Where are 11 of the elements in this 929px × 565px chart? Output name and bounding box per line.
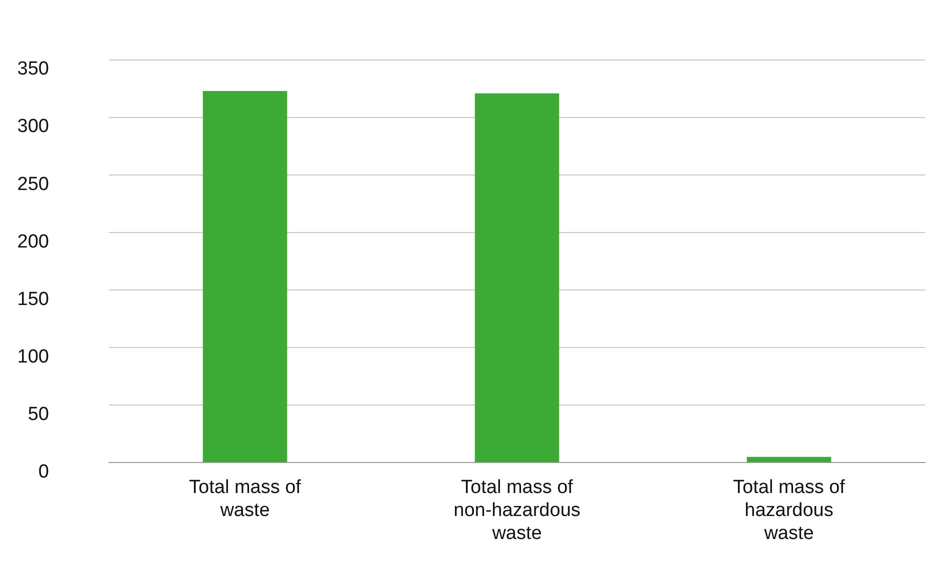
y-tick-label: 300 [17,116,49,138]
y-tick-label: 100 [17,346,49,368]
y-tick-label: 50 [28,404,49,425]
y-tick-label: 0 [38,461,49,482]
y-tick-label: 250 [17,174,49,195]
x-tick-label: Total mass of non-hazardous waste [454,477,580,544]
x-tick-label: Total mass of hazardous waste [733,477,846,544]
y-tick-label: 350 [17,58,49,80]
y-tick-label: 150 [17,288,49,310]
x-tick-label: Total mass of waste [189,477,302,522]
y-tick-label: 200 [17,231,49,252]
